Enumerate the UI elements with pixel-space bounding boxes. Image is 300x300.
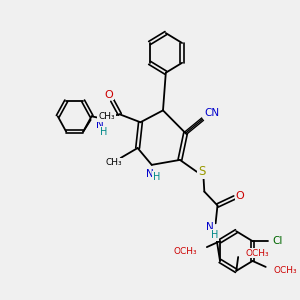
Text: H: H <box>100 127 107 137</box>
Text: O: O <box>104 89 113 100</box>
Text: CN: CN <box>204 108 219 118</box>
Text: CH₃: CH₃ <box>98 112 115 122</box>
Text: OCH₃: OCH₃ <box>246 248 269 257</box>
Text: H: H <box>153 172 160 182</box>
Text: H: H <box>211 230 218 240</box>
Text: OCH₃: OCH₃ <box>273 266 297 275</box>
Text: O: O <box>236 190 244 201</box>
Text: N: N <box>206 222 214 232</box>
Text: N: N <box>96 120 104 130</box>
Text: S: S <box>198 165 205 178</box>
Text: OCH₃: OCH₃ <box>174 247 197 256</box>
Text: Cl: Cl <box>272 236 283 246</box>
Text: N: N <box>146 169 154 179</box>
Text: CH₃: CH₃ <box>106 158 122 167</box>
